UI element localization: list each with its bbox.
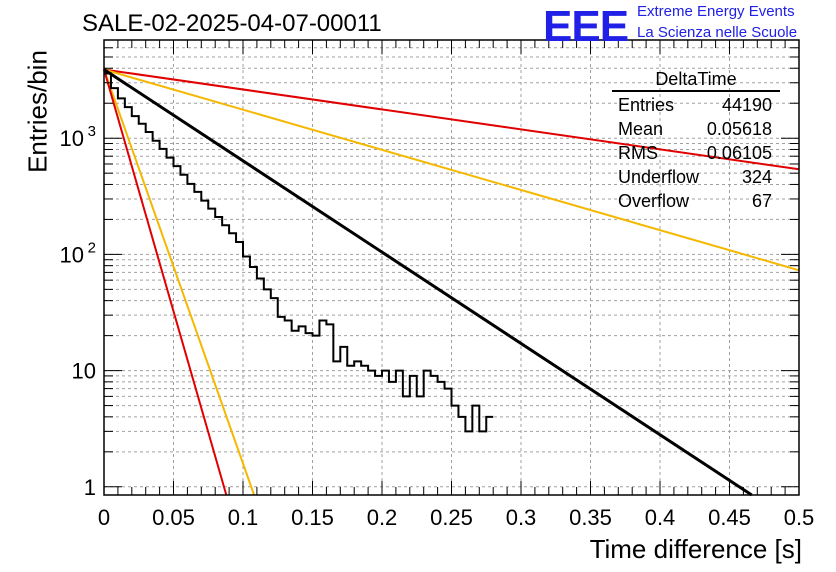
y-tick-label: 10: [60, 242, 84, 267]
y-tick-label: 10: [60, 126, 84, 151]
reference-line-red-lower: [103, 69, 228, 496]
x-tick-label: 0.15: [291, 505, 334, 530]
histogram: [104, 72, 494, 433]
eee-logo: EEE: [543, 2, 629, 51]
logo-subtitle-1: Extreme Energy Events: [637, 3, 795, 20]
reference-line-orange-upper: [103, 68, 800, 272]
histogram-steps: [104, 72, 494, 433]
y-tick-exponent: 2: [88, 239, 96, 256]
y-axis-label: Entries/bin: [22, 50, 53, 173]
x-tick-label: 0.2: [367, 505, 398, 530]
x-tick-label: 0.1: [228, 505, 259, 530]
stats-row-mean: Mean 0.05618: [612, 117, 780, 141]
stats-title: DeltaTime: [612, 68, 780, 92]
x-tick-label: 0: [98, 505, 110, 530]
y-tick-exponent: 3: [88, 123, 96, 140]
x-tick-label: 0.05: [152, 505, 195, 530]
stats-label: RMS: [618, 143, 658, 163]
stats-row-underflow: Underflow 324: [612, 165, 780, 189]
reference-line-red-upper: [103, 68, 800, 171]
logo-subtitle-2: La Scienza nelle Scuole: [637, 24, 798, 41]
x-tick-label: 0.45: [708, 505, 751, 530]
y-tick-label: 10: [72, 359, 96, 384]
fit-curve: [103, 68, 753, 497]
x-axis-label: Time difference [s]: [589, 534, 802, 564]
fit-line: [103, 68, 753, 497]
x-tick-label: 0.25: [430, 505, 473, 530]
x-tick-label: 0.4: [645, 505, 676, 530]
stats-row-overflow: Overflow 67: [612, 189, 780, 213]
y-tick-label: 1: [84, 475, 96, 500]
reference-lines: [103, 68, 800, 496]
stats-row-entries: Entries 44190: [612, 93, 780, 117]
axis-ticks: [103, 39, 800, 495]
stats-label: Overflow: [618, 191, 690, 211]
reference-line-orange-lower: [103, 69, 256, 496]
stats-label: Entries: [618, 95, 675, 115]
stats-row-rms: RMS 0.06105: [612, 141, 780, 165]
stats-box: DeltaTime Entries 44190 Mean 0.05618 RMS…: [612, 68, 780, 213]
x-tick-label: 0.35: [569, 505, 612, 530]
stats-value: 67: [751, 191, 772, 211]
x-tick-label: 0.3: [506, 505, 537, 530]
chart-title: SALE-02-2025-04-07-00011: [82, 10, 382, 37]
axis-tick-labels: 0 0.05 0.1 0.15 0.2 0.25 0.3 0.35 0.4 0.45 0.5 1 10 1…: [60, 123, 815, 530]
stats-value: 44190: [721, 95, 772, 115]
stats-label: Mean: [618, 119, 664, 139]
stats-value: 324: [741, 167, 772, 187]
stats-label: Underflow: [618, 167, 700, 187]
stats-value: 0.06105: [706, 143, 772, 163]
x-tick-label: 0.5: [784, 505, 815, 530]
stats-value: 0.05618: [706, 119, 772, 139]
